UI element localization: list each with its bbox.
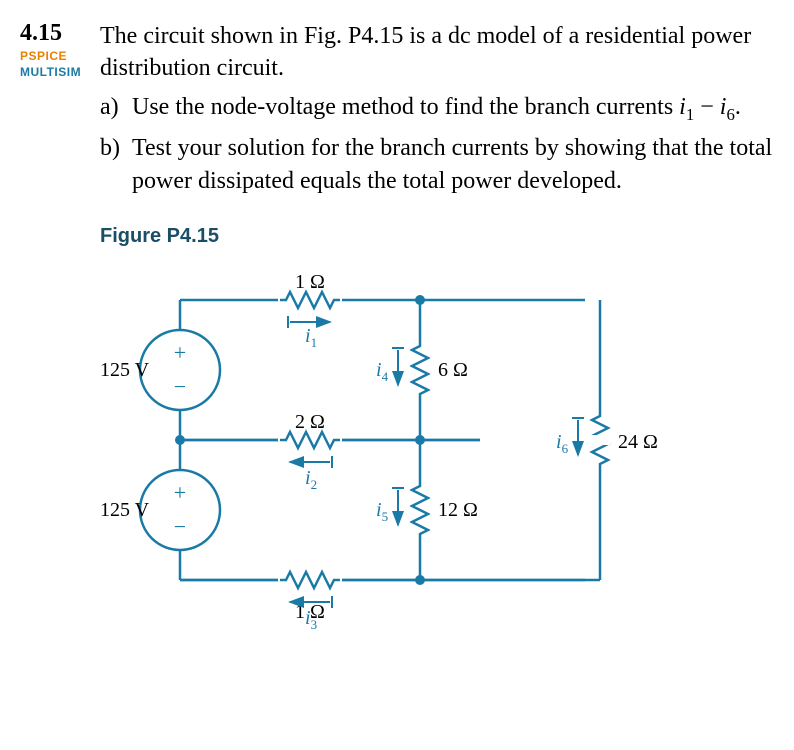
i4-label: i4: [376, 359, 389, 384]
source-2-label: 125 V: [100, 499, 150, 521]
part-a-period: .: [735, 94, 741, 120]
i2-label: i2: [305, 467, 317, 492]
part-a-text: Use the node-voltage method to find the …: [132, 91, 741, 126]
problem-number: 4.15: [20, 20, 100, 47]
part-a-dash: −: [694, 94, 720, 120]
svg-text:+: +: [174, 480, 186, 505]
left-column-tags: 4.15 PSPICE MULTISIM: [20, 20, 100, 80]
i1-label: i1: [305, 325, 317, 350]
svg-text:+: +: [174, 340, 186, 365]
r4-value: 6 Ω: [438, 359, 468, 381]
r2-value: 2 Ω: [295, 411, 325, 433]
part-a-label: a): [100, 91, 132, 126]
source-1-label: 125 V: [100, 359, 150, 381]
part-a-sub6: 6: [726, 105, 734, 124]
r1-value: 1 Ω: [295, 271, 325, 293]
i6-label: i6: [556, 431, 569, 456]
part-b: b) Test your solution for the branch cur…: [100, 132, 774, 197]
tag-multisim: MULTISIM: [20, 65, 100, 81]
r6-value: 24 Ω: [618, 431, 658, 453]
part-b-label: b): [100, 132, 132, 197]
figure-title: Figure P4.15: [100, 225, 774, 248]
part-a-sub1: 1: [686, 105, 694, 124]
part-a: a) Use the node-voltage method to find t…: [100, 91, 774, 126]
part-a-before: Use the node-voltage method to find the …: [132, 94, 679, 120]
svg-text:−: −: [174, 374, 186, 399]
problem-header: 4.15 PSPICE MULTISIM The circuit shown i…: [20, 20, 774, 85]
problem-intro: The circuit shown in Fig. P4.15 is a dc …: [100, 20, 774, 85]
part-a-i1: i: [679, 94, 686, 120]
svg-text:−: −: [174, 514, 186, 539]
i5-label: i5: [376, 499, 388, 524]
tag-pspice: PSPICE: [20, 49, 100, 65]
circuit-diagram: + − + − 125 V 125 V 1 Ω 2 Ω 1 Ω 6 Ω 12 Ω…: [100, 260, 660, 630]
r5-value: 12 Ω: [438, 499, 478, 521]
part-b-text: Test your solution for the branch curren…: [132, 132, 774, 197]
